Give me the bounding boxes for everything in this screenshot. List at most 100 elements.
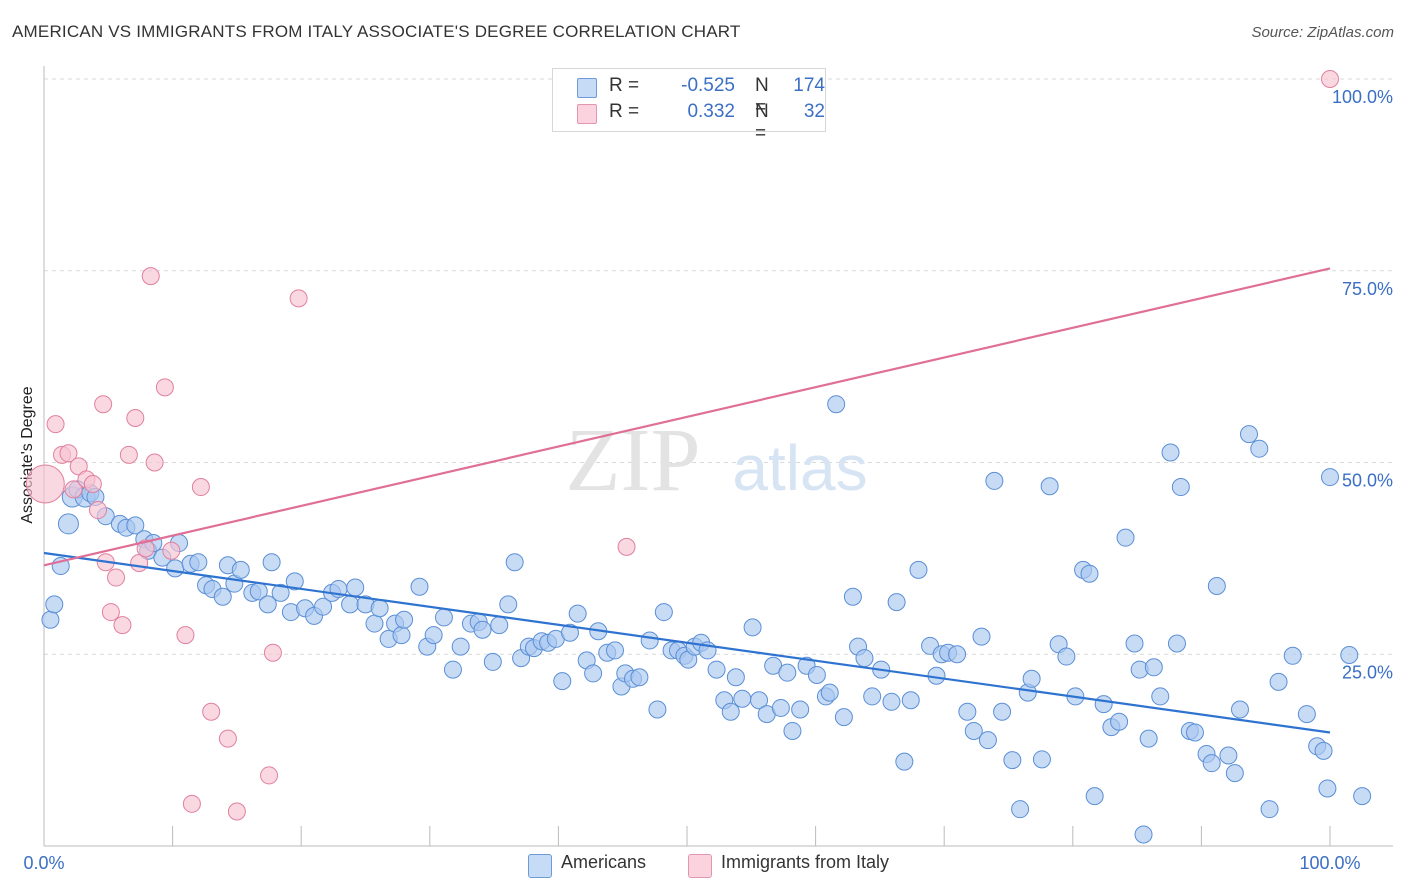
americans-point — [553, 672, 572, 691]
americans-point — [1219, 746, 1238, 765]
stats-legend: R = -0.525 N = 174 R = 0.332 N = 32 — [552, 68, 826, 144]
americans-point — [568, 604, 587, 623]
legend-n-label: N = — [755, 75, 769, 118]
americans-point — [791, 700, 810, 719]
italy-point — [155, 378, 174, 397]
americans-point — [834, 708, 853, 727]
americans-point — [1239, 425, 1258, 444]
americans-point — [1151, 687, 1170, 706]
americans-point — [948, 645, 967, 664]
americans-point — [1269, 672, 1288, 691]
italy-point — [59, 444, 78, 463]
americans-point — [258, 595, 277, 614]
legend-swatch-americans — [577, 78, 597, 98]
americans-point — [473, 620, 492, 639]
italy-point — [162, 541, 181, 560]
americans-point — [1230, 700, 1249, 719]
americans-point — [972, 627, 991, 646]
americans-point — [45, 595, 64, 614]
americans-point — [843, 587, 862, 606]
americans-point — [271, 583, 290, 602]
americans-point — [895, 752, 914, 771]
watermark: ZIP atlas — [566, 411, 868, 510]
americans-trend-line — [43, 551, 1331, 734]
bottom-legend-label-italy: Immigrants from Italy — [721, 852, 890, 872]
americans-point — [985, 471, 1004, 490]
americans-point — [1260, 800, 1279, 819]
americans-point — [560, 623, 579, 642]
italy-point — [202, 702, 221, 721]
y-tick-label: 75.0% — [1342, 279, 1393, 299]
americans-point — [1144, 658, 1163, 677]
americans-point — [1321, 468, 1339, 487]
legend-n-label: N = — [755, 101, 769, 144]
americans-point — [231, 560, 250, 579]
americans-point — [1353, 787, 1372, 806]
americans-point — [584, 664, 603, 683]
americans-point — [1297, 705, 1316, 724]
americans-point — [392, 626, 411, 645]
americans-point — [41, 610, 60, 629]
americans-point — [964, 721, 983, 740]
americans-point — [820, 683, 839, 702]
italy-point — [260, 766, 279, 785]
americans-point — [1080, 564, 1099, 583]
tick-labels: 25.0% 50.0% 75.0% 100.0% 0.0% 100.0% — [23, 87, 1393, 873]
italy-point — [617, 537, 636, 556]
americans-point — [1250, 439, 1269, 458]
italy-point — [64, 480, 83, 499]
americans-point — [490, 616, 509, 635]
americans-point — [783, 721, 802, 740]
americans-point — [778, 663, 797, 682]
americans-point — [750, 691, 769, 710]
bottom-legend-swatch-americans — [528, 854, 552, 878]
italy-point — [107, 568, 126, 587]
italy-point — [191, 478, 210, 497]
legend-n-value: 32 — [803, 101, 825, 122]
americans-point — [1318, 779, 1337, 798]
americans-point — [1125, 634, 1144, 653]
americans-point — [483, 652, 502, 671]
source-credit: Source: ZipAtlas.com — [1251, 24, 1394, 41]
italy-point — [218, 729, 237, 748]
legend-swatch-italy — [577, 104, 597, 124]
x-tick-label: 0.0% — [23, 853, 64, 873]
americans-point — [1011, 800, 1030, 819]
americans-point — [855, 649, 874, 668]
americans-point — [285, 572, 304, 591]
legend-n-value: 174 — [793, 75, 825, 96]
americans-point — [424, 626, 443, 645]
italy-point — [136, 539, 155, 558]
americans-point — [1139, 729, 1158, 748]
americans-point — [863, 687, 882, 706]
americans-point — [1161, 443, 1180, 462]
americans-point — [410, 577, 429, 596]
americans-point — [166, 559, 185, 578]
americans-point — [1116, 528, 1135, 547]
americans-point — [807, 665, 826, 684]
legend-r-label: R = — [609, 75, 640, 96]
americans-point — [1057, 647, 1076, 666]
americans-point — [707, 660, 726, 679]
americans-point — [314, 597, 333, 616]
americans-point — [126, 516, 145, 535]
italy-point — [176, 626, 195, 645]
legend-r-value: 0.332 — [687, 101, 735, 122]
italy-trend-line — [43, 267, 1331, 567]
trend-lines — [43, 267, 1331, 734]
bottom-legend-swatch-italy — [688, 854, 712, 878]
x-tick-label: 100.0% — [1299, 853, 1360, 873]
italy-point — [101, 603, 120, 622]
watermark-atlas: atlas — [732, 432, 867, 504]
italy-point — [83, 474, 102, 493]
americans-point — [901, 691, 920, 710]
americans-point — [189, 553, 208, 572]
americans-point — [1167, 634, 1186, 653]
italy-point — [113, 616, 132, 635]
americans-point — [1032, 750, 1051, 769]
italy-point — [89, 501, 108, 520]
americans-point — [341, 595, 360, 614]
americans-point — [1185, 723, 1204, 742]
americans-point — [213, 587, 232, 606]
